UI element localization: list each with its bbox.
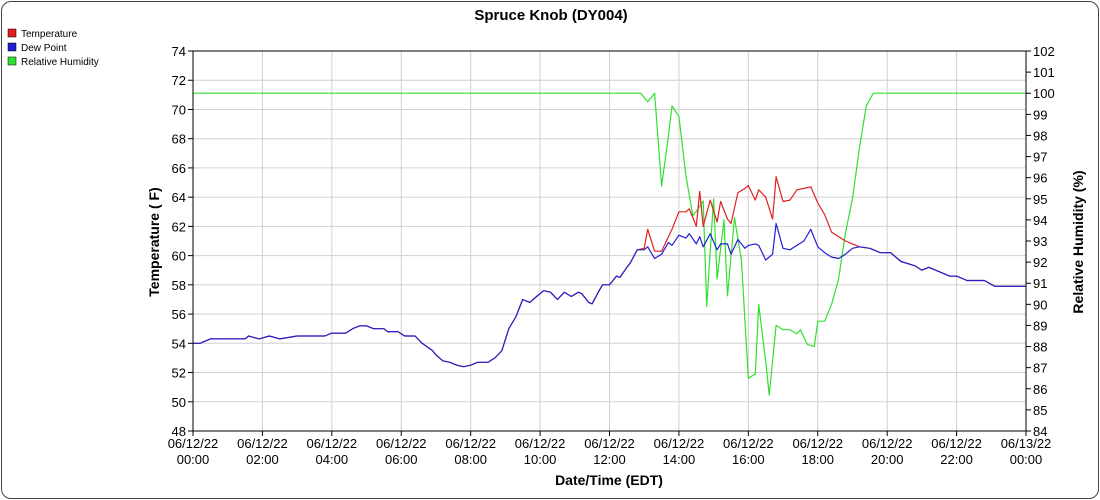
y2-tick-label: 91 bbox=[1033, 276, 1047, 291]
x-tick-time: 14:00 bbox=[663, 452, 696, 467]
y-tick-label: 74 bbox=[172, 44, 186, 59]
x-tick-time: 10:00 bbox=[524, 452, 557, 467]
x-tick-date: 06/12/22 bbox=[515, 436, 566, 451]
x-tick-time: 12:00 bbox=[593, 452, 626, 467]
y2-tick-label: 88 bbox=[1033, 340, 1047, 355]
x-tick-date: 06/12/22 bbox=[723, 436, 774, 451]
x-tick-date: 06/12/22 bbox=[931, 436, 982, 451]
legend-swatch-relative-humidity bbox=[7, 56, 17, 66]
legend: Temperature Dew Point Relative Humidity bbox=[7, 28, 99, 68]
y-tick-label: 56 bbox=[172, 307, 186, 322]
y2-tick-label: 95 bbox=[1033, 192, 1047, 207]
series-line-relative-humidity bbox=[193, 92, 1026, 396]
y-tick-label: 68 bbox=[172, 132, 186, 147]
y2-axis-label: Relative Humidity (%) bbox=[1070, 170, 1086, 313]
y2-tick-label: 84 bbox=[1033, 424, 1047, 439]
y-tick-label: 48 bbox=[172, 424, 186, 439]
x-tick-time: 08:00 bbox=[454, 452, 487, 467]
y-tick-label: 52 bbox=[172, 366, 186, 381]
y2-tick-label: 93 bbox=[1033, 234, 1047, 249]
y2-tick-label: 97 bbox=[1033, 150, 1047, 165]
tick-labels: 48 50 52 54 56 58 60 62 64 66 68 70 72 74 84 85 86 87 88 89… bbox=[168, 44, 1055, 467]
grid bbox=[192, 50, 1027, 432]
y2-tick-label: 94 bbox=[1033, 213, 1047, 228]
y2-tick-label: 101 bbox=[1033, 65, 1055, 80]
y-tick-label: 66 bbox=[172, 161, 186, 176]
y2-tick-label: 100 bbox=[1033, 86, 1055, 101]
chart-title: Spruce Knob (DY004) bbox=[474, 7, 627, 24]
legend-label-dew-point: Dew Point bbox=[21, 43, 67, 54]
x-tick-time: 18:00 bbox=[801, 452, 834, 467]
y2-tick-label: 102 bbox=[1033, 44, 1055, 59]
x-tick-date: 06/13/22 bbox=[1001, 436, 1052, 451]
y-tick-label: 58 bbox=[172, 278, 186, 293]
x-tick-date: 06/12/22 bbox=[792, 436, 843, 451]
x-tick-time: 04:00 bbox=[316, 452, 349, 467]
x-tick-time: 00:00 bbox=[1010, 452, 1043, 467]
y2-tick-label: 92 bbox=[1033, 255, 1047, 270]
legend-swatch-dew-point bbox=[7, 42, 17, 52]
x-tick-time: 06:00 bbox=[385, 452, 418, 467]
x-tick-time: 22:00 bbox=[940, 452, 973, 467]
x-tick-time: 16:00 bbox=[732, 452, 765, 467]
series-line-dew-point bbox=[193, 222, 1026, 368]
x-tick-date: 06/12/22 bbox=[307, 436, 358, 451]
x-tick-date: 06/12/22 bbox=[584, 436, 635, 451]
x-tick-date: 06/12/22 bbox=[445, 436, 496, 451]
x-tick-date: 06/12/22 bbox=[862, 436, 913, 451]
y2-tick-label: 96 bbox=[1033, 171, 1047, 186]
y-tick-label: 60 bbox=[172, 249, 186, 264]
y2-tick-label: 87 bbox=[1033, 361, 1047, 376]
legend-label-relative-humidity: Relative Humidity bbox=[21, 57, 99, 68]
y2-tick-label: 89 bbox=[1033, 318, 1047, 333]
y-tick-label: 64 bbox=[172, 190, 186, 205]
y-tick-label: 62 bbox=[172, 219, 186, 234]
x-tick-date: 06/12/22 bbox=[654, 436, 705, 451]
x-axis-label: Date/Time (EDT) bbox=[555, 472, 663, 488]
x-tick-time: 00:00 bbox=[177, 452, 210, 467]
x-tick-date: 06/12/22 bbox=[237, 436, 288, 451]
y-axis-label: Temperature ( F) bbox=[146, 187, 162, 296]
x-tick-time: 02:00 bbox=[246, 452, 279, 467]
legend-label-temperature: Temperature bbox=[21, 29, 78, 40]
y2-tick-label: 85 bbox=[1033, 403, 1047, 418]
x-tick-date: 06/12/22 bbox=[376, 436, 427, 451]
y2-tick-label: 99 bbox=[1033, 107, 1047, 122]
x-tick-date: 06/12/22 bbox=[168, 436, 219, 451]
y-tick-label: 70 bbox=[172, 102, 186, 117]
y-tick-label: 50 bbox=[172, 395, 186, 410]
x-tick-time: 20:00 bbox=[871, 452, 904, 467]
series-lines bbox=[193, 92, 1026, 396]
y2-tick-label: 86 bbox=[1033, 382, 1047, 397]
y-tick-label: 54 bbox=[172, 336, 186, 351]
y2-tick-label: 90 bbox=[1033, 297, 1047, 312]
y-tick-label: 72 bbox=[172, 73, 186, 88]
y2-tick-label: 98 bbox=[1033, 128, 1047, 143]
legend-swatch-temperature bbox=[7, 28, 17, 38]
